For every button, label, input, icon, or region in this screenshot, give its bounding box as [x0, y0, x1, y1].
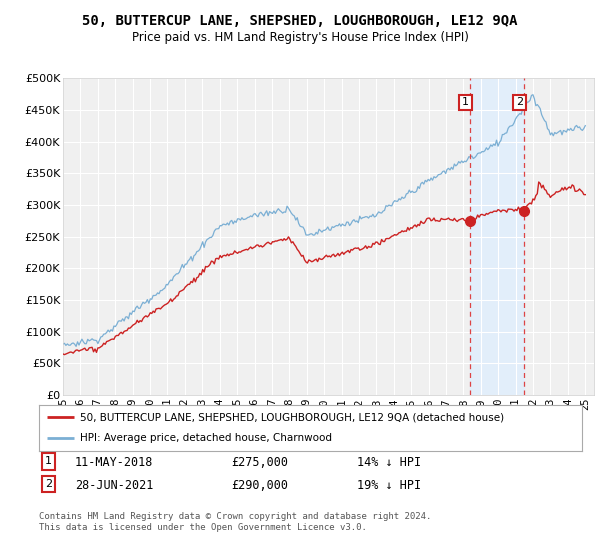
- Text: 50, BUTTERCUP LANE, SHEPSHED, LOUGHBOROUGH, LE12 9QA (detached house): 50, BUTTERCUP LANE, SHEPSHED, LOUGHBOROU…: [80, 412, 504, 422]
- Text: Price paid vs. HM Land Registry's House Price Index (HPI): Price paid vs. HM Land Registry's House …: [131, 31, 469, 44]
- Text: 11-MAY-2018: 11-MAY-2018: [75, 456, 154, 469]
- Text: 19% ↓ HPI: 19% ↓ HPI: [357, 479, 421, 492]
- Text: 1: 1: [45, 456, 52, 466]
- Text: 1: 1: [462, 97, 469, 108]
- Text: £290,000: £290,000: [231, 479, 288, 492]
- Text: 2: 2: [516, 97, 523, 108]
- Text: HPI: Average price, detached house, Charnwood: HPI: Average price, detached house, Char…: [80, 433, 332, 444]
- Text: Contains HM Land Registry data © Crown copyright and database right 2024.
This d: Contains HM Land Registry data © Crown c…: [39, 512, 431, 532]
- Text: 28-JUN-2021: 28-JUN-2021: [75, 479, 154, 492]
- Text: 50, BUTTERCUP LANE, SHEPSHED, LOUGHBOROUGH, LE12 9QA: 50, BUTTERCUP LANE, SHEPSHED, LOUGHBOROU…: [82, 14, 518, 28]
- Text: 14% ↓ HPI: 14% ↓ HPI: [357, 456, 421, 469]
- Text: £275,000: £275,000: [231, 456, 288, 469]
- Text: 2: 2: [45, 479, 52, 489]
- Bar: [470, 78, 524, 395]
